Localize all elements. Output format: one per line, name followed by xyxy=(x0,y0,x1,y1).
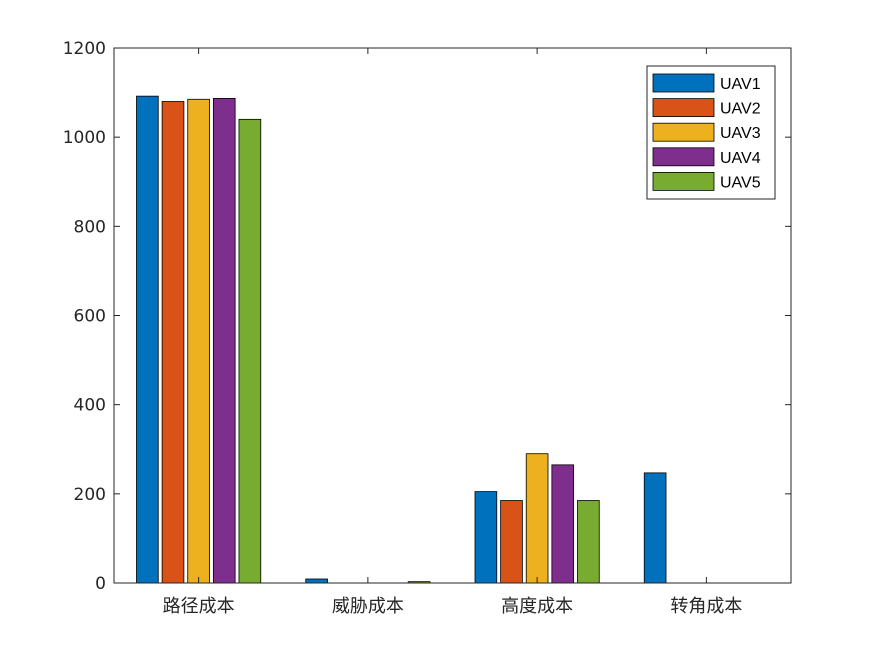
bar-uav4-2 xyxy=(551,464,575,584)
x-tick-label: 转角成本 xyxy=(670,596,742,617)
y-tick-label: 200 xyxy=(74,485,106,505)
legend-label-uav5: UAV5 xyxy=(720,174,761,191)
legend-swatch-uav4 xyxy=(652,147,715,167)
axes-group: 路径成本 威胁成本 高度成本 转角成本 0 200 400 600 800 1000 1200 xyxy=(63,39,792,617)
y-tick-label: 1200 xyxy=(63,39,106,59)
bar-uav2-0 xyxy=(161,101,185,584)
bar-uav5-2 xyxy=(577,500,600,584)
legend-label-uav1: UAV1 xyxy=(720,76,761,93)
bar-uav1-3 xyxy=(643,472,667,584)
y-tick-label: 0 xyxy=(95,574,106,594)
bar-uav3-2 xyxy=(525,453,549,584)
bar-uav5-0 xyxy=(238,118,262,584)
bar-uav3-0 xyxy=(187,98,210,584)
bar-uav4-0 xyxy=(212,97,236,584)
bar-uav2-2 xyxy=(500,500,523,584)
legend-label-uav4: UAV4 xyxy=(720,150,761,167)
y-tick-label: 800 xyxy=(74,217,106,237)
y-tick-label: 1000 xyxy=(63,128,106,148)
legend: UAV1 UAV2 UAV3 UAV4 UAV5 xyxy=(646,65,776,200)
legend-label-uav2: UAV2 xyxy=(720,101,761,118)
legend-swatch-uav5 xyxy=(652,171,715,191)
bars-group xyxy=(136,95,667,584)
bar-uav1-2 xyxy=(474,491,498,584)
bar-uav1-0 xyxy=(136,95,159,584)
legend-swatch-uav2 xyxy=(652,98,715,117)
x-tick-label: 高度成本 xyxy=(501,596,573,617)
x-tick-label: 威胁成本 xyxy=(332,596,404,617)
legend-label-uav3: UAV3 xyxy=(720,125,761,142)
y-tick-label: 400 xyxy=(74,396,106,416)
legend-swatch-uav3 xyxy=(652,122,715,142)
y-tick-label: 600 xyxy=(74,307,106,327)
x-tick-label: 路径成本 xyxy=(163,596,235,617)
axes-box xyxy=(113,47,792,584)
bar-uav1-1 xyxy=(305,578,328,584)
legend-swatch-uav1 xyxy=(652,73,715,93)
